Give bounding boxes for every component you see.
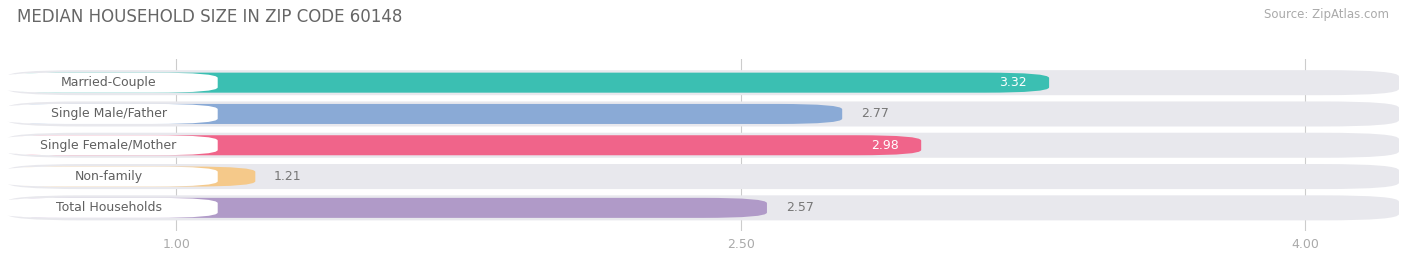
- FancyBboxPatch shape: [0, 135, 218, 155]
- Text: Single Male/Father: Single Male/Father: [51, 107, 166, 121]
- Text: 2.98: 2.98: [870, 139, 898, 152]
- FancyBboxPatch shape: [0, 167, 218, 187]
- FancyBboxPatch shape: [7, 135, 921, 155]
- FancyBboxPatch shape: [7, 104, 842, 124]
- FancyBboxPatch shape: [0, 198, 218, 218]
- FancyBboxPatch shape: [7, 198, 766, 218]
- Text: Source: ZipAtlas.com: Source: ZipAtlas.com: [1264, 8, 1389, 21]
- Text: 1.21: 1.21: [274, 170, 302, 183]
- FancyBboxPatch shape: [7, 164, 1399, 189]
- FancyBboxPatch shape: [7, 70, 1399, 95]
- Text: 3.32: 3.32: [998, 76, 1026, 89]
- Text: Married-Couple: Married-Couple: [60, 76, 156, 89]
- Text: Non-family: Non-family: [75, 170, 142, 183]
- Text: MEDIAN HOUSEHOLD SIZE IN ZIP CODE 60148: MEDIAN HOUSEHOLD SIZE IN ZIP CODE 60148: [17, 8, 402, 26]
- Text: 2.77: 2.77: [860, 107, 889, 121]
- Text: Total Households: Total Households: [56, 201, 162, 214]
- FancyBboxPatch shape: [7, 101, 1399, 126]
- Text: 2.57: 2.57: [786, 201, 814, 214]
- FancyBboxPatch shape: [7, 73, 1049, 93]
- FancyBboxPatch shape: [7, 195, 1399, 220]
- FancyBboxPatch shape: [7, 167, 256, 187]
- FancyBboxPatch shape: [0, 73, 218, 93]
- FancyBboxPatch shape: [7, 133, 1399, 158]
- Text: Single Female/Mother: Single Female/Mother: [41, 139, 177, 152]
- FancyBboxPatch shape: [0, 104, 218, 124]
